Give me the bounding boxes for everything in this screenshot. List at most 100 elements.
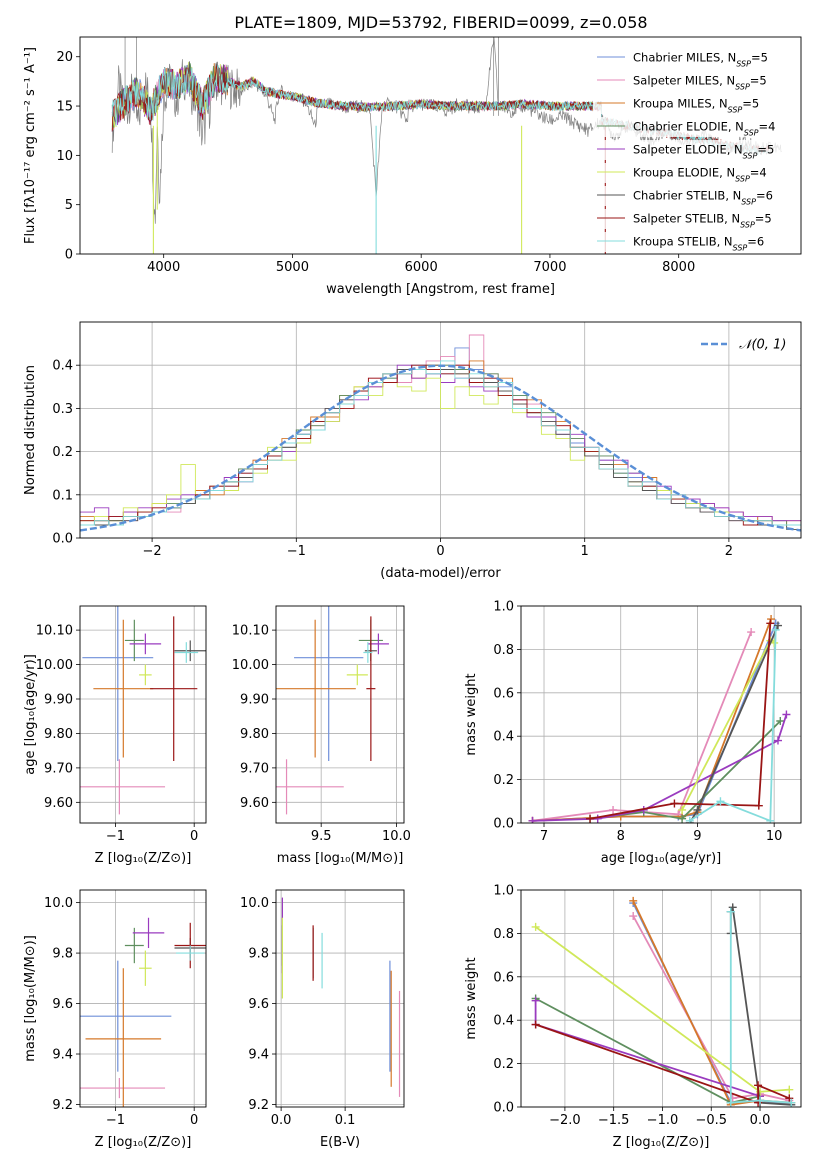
y-tick-label: 15 bbox=[56, 100, 73, 115]
weight-line-chabrier-stelib bbox=[729, 904, 792, 1106]
y-tick-label: 10.00 bbox=[232, 658, 269, 673]
panel-weight-vs-Z: −2.0 −1.5 −1.0 −0.5 0.0 0.0 0.2 0.4 0.6 0.8 1.0 Z [… bbox=[464, 884, 802, 1150]
panel-residuals: −2 −1 0 1 2 0.0 0.1 0.2 0.3 0.4 (data-model)/error… bbox=[23, 321, 802, 581]
legend-bg bbox=[593, 94, 799, 114]
weight-marker-kroupa-miles bbox=[767, 615, 776, 624]
x-tick-label: 6000 bbox=[405, 260, 438, 275]
weight-marker-salpeter-elodie bbox=[528, 816, 537, 823]
weight-marker-kroupa-stelib bbox=[726, 1098, 735, 1107]
x-tick-label: −1.0 bbox=[647, 1113, 679, 1128]
legend-label-chabrier-elodie: Chabrier ELODIE, NSSP=4 bbox=[633, 120, 775, 138]
gaussian-curve bbox=[80, 364, 801, 532]
legend-label-salpeter-elodie: Salpeter ELODIE, NSSP=5 bbox=[633, 143, 774, 161]
weight-line-kroupa-miles bbox=[632, 900, 792, 1106]
x-tick-label: 10 bbox=[766, 829, 783, 844]
x-axis-label: Z [log₁₀(Z/Z⊙)] bbox=[95, 1135, 192, 1150]
axes-frame bbox=[79, 605, 207, 824]
legend-label-chabrier-miles: Chabrier MILES, NSSP=5 bbox=[633, 51, 768, 69]
y-tick-label: 0.8 bbox=[493, 927, 514, 942]
x-axis-label: mass [log₁₀(M/M⊙)] bbox=[277, 851, 404, 866]
weight-marker-salpeter-stelib bbox=[785, 1094, 794, 1103]
y-axis-label: age [log₁₀(age/yr)] bbox=[23, 654, 38, 775]
weight-line-salpeter-stelib bbox=[535, 1023, 790, 1104]
panel-mass-vs-EBV: 0.0 0.1 9.2 9.4 9.6 9.8 10.0 E(B-V) bbox=[240, 889, 405, 1150]
y-tick-label: 0.0 bbox=[52, 532, 73, 547]
y-tick-label: 0.8 bbox=[493, 643, 514, 658]
weight-marker-chabrier-elodie bbox=[776, 717, 785, 726]
y-tick-label: 9.4 bbox=[52, 1048, 73, 1063]
y-tick-label: 9.80 bbox=[240, 727, 269, 742]
weight-marker-salpeter-elodie bbox=[773, 736, 782, 745]
x-tick-label: −1.5 bbox=[598, 1113, 630, 1128]
weight-marker-salpeter-elodie bbox=[531, 996, 540, 1005]
legend-bg bbox=[593, 117, 799, 137]
legend-bg bbox=[593, 209, 799, 229]
y-tick-label: 0.0 bbox=[493, 1101, 514, 1116]
y-tick-label: 10.10 bbox=[36, 624, 73, 639]
legend-label-chabrier-stelib: Chabrier STELIB, NSSP=6 bbox=[633, 189, 773, 207]
histogram-salpeter-elodie bbox=[80, 364, 801, 538]
weight-marker-chabrier-stelib bbox=[693, 805, 702, 814]
legend-bg bbox=[593, 186, 799, 206]
panel-weight-vs-age: 7 8 9 10 0.0 0.2 0.4 0.6 0.8 1.0 age [log₁₀(age/yr… bbox=[464, 600, 802, 866]
weight-marker-chabrier-elodie bbox=[678, 814, 687, 823]
plot-area bbox=[80, 606, 206, 815]
y-axis-label: Normed distribution bbox=[23, 365, 38, 495]
weight-marker-chabrier-stelib bbox=[773, 621, 782, 630]
weight-line-chabrier-miles bbox=[532, 623, 777, 822]
axes-frame bbox=[275, 605, 405, 824]
y-tick-label: 10.0 bbox=[240, 896, 269, 911]
plot-area bbox=[528, 615, 791, 823]
y-tick-label: 0.4 bbox=[493, 730, 514, 745]
x-tick-label: 4000 bbox=[147, 260, 180, 275]
weight-marker-kroupa-stelib bbox=[787, 1098, 796, 1107]
weight-line-salpeter-elodie bbox=[534, 1000, 761, 1098]
y-axis-label: mass weight bbox=[464, 957, 479, 1039]
y-tick-label: 0.2 bbox=[493, 1057, 514, 1072]
x-tick-label: 7 bbox=[540, 829, 548, 844]
histogram-kroupa-stelib bbox=[80, 360, 801, 538]
axes-frame bbox=[520, 889, 802, 1108]
axes-frame bbox=[79, 889, 207, 1108]
x-axis-label: age [log₁₀(age/yr)] bbox=[601, 851, 722, 866]
weight-marker-salpeter-stelib bbox=[754, 1081, 763, 1090]
y-tick-label: 9.90 bbox=[44, 693, 73, 708]
y-tick-label: 9.60 bbox=[240, 796, 269, 811]
x-axis-label: Z [log₁₀(Z/Z⊙)] bbox=[95, 851, 192, 866]
legend-label-kroupa-stelib: Kroupa STELIB, NSSP=6 bbox=[633, 235, 764, 253]
weight-marker-salpeter-elodie bbox=[782, 710, 791, 719]
y-tick-label: 9.8 bbox=[248, 947, 269, 962]
x-tick-label: 8000 bbox=[662, 260, 695, 275]
x-tick-label: 5000 bbox=[276, 260, 309, 275]
x-tick-label: −2 bbox=[143, 544, 162, 559]
x-axis-label: (data-model)/error bbox=[380, 566, 501, 581]
y-tick-label: 10 bbox=[56, 149, 73, 164]
weight-marker-kroupa-stelib bbox=[726, 907, 735, 916]
legend-label-salpeter-miles: Salpeter MILES, NSSP=5 bbox=[633, 74, 767, 92]
y-tick-label: 9.60 bbox=[44, 796, 73, 811]
x-tick-label: 0.0 bbox=[750, 1113, 771, 1128]
x-tick-label: −2.0 bbox=[549, 1113, 581, 1128]
weight-marker-salpeter-miles bbox=[747, 628, 756, 637]
y-tick-label: 9.80 bbox=[44, 727, 73, 742]
axes-frame bbox=[79, 321, 802, 539]
y-tick-label: 0.6 bbox=[493, 686, 514, 701]
weight-marker-kroupa-stelib bbox=[771, 625, 780, 634]
plot-area bbox=[80, 334, 801, 538]
y-tick-label: 0.2 bbox=[493, 773, 514, 788]
weight-marker-kroupa-stelib bbox=[756, 1096, 765, 1105]
weight-marker-kroupa-miles bbox=[629, 896, 638, 905]
weight-marker-kroupa-elodie bbox=[531, 922, 540, 931]
x-tick-label: 0 bbox=[436, 544, 444, 559]
weight-marker-kroupa-stelib bbox=[766, 816, 775, 823]
weight-marker-salpeter-stelib bbox=[754, 801, 763, 810]
plot-area bbox=[531, 896, 796, 1107]
weight-marker-kroupa-stelib bbox=[716, 797, 725, 806]
y-tick-label: 20 bbox=[56, 50, 73, 65]
weight-marker-chabrier-stelib bbox=[728, 903, 737, 912]
y-tick-label: 9.6 bbox=[52, 997, 73, 1012]
y-tick-label: 0.0 bbox=[493, 817, 514, 832]
weight-marker-kroupa-elodie bbox=[770, 638, 779, 647]
y-tick-label: 10.0 bbox=[44, 896, 73, 911]
